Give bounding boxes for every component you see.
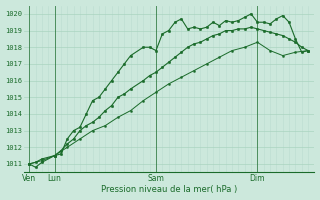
X-axis label: Pression niveau de la mer( hPa ): Pression niveau de la mer( hPa ) xyxy=(101,185,237,194)
